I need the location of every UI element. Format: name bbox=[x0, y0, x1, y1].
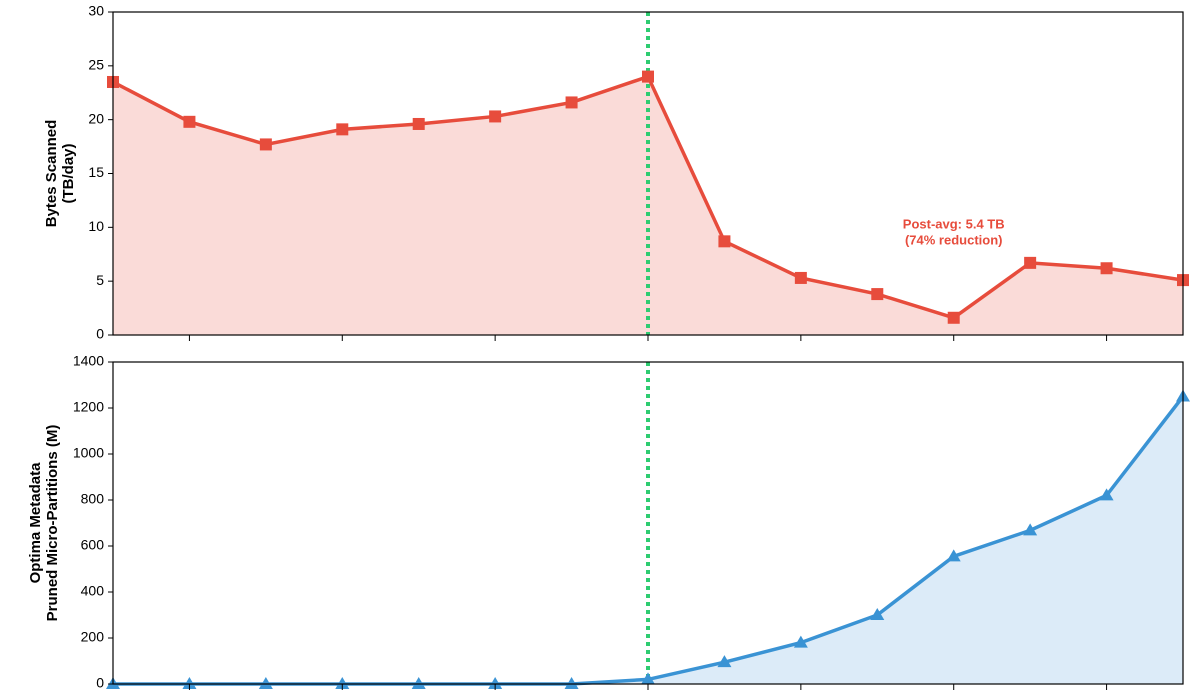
marker bbox=[947, 311, 960, 324]
y-tick-label: 1200 bbox=[73, 399, 104, 415]
y-tick-label: 0 bbox=[96, 326, 104, 342]
y-tick-label: 20 bbox=[88, 110, 104, 126]
y-tick-label: 600 bbox=[81, 537, 105, 553]
marker bbox=[794, 271, 807, 284]
y-axis-label: Optima Metadata bbox=[27, 462, 44, 584]
marker bbox=[1100, 262, 1113, 275]
y-tick-label: 1000 bbox=[73, 445, 104, 461]
y-tick-label: 25 bbox=[88, 57, 104, 73]
marker bbox=[1099, 488, 1114, 501]
y-axis-label: Bytes Scanned bbox=[43, 120, 60, 228]
y-tick-label: 200 bbox=[81, 629, 105, 645]
y-tick-label: 30 bbox=[88, 3, 104, 19]
y-tick-label: 400 bbox=[81, 583, 105, 599]
annotation: Post-avg: 5.4 TB bbox=[903, 216, 1005, 231]
marker bbox=[1023, 523, 1038, 536]
y-tick-label: 15 bbox=[88, 164, 104, 180]
area bbox=[113, 396, 1183, 684]
annotation: (74% reduction) bbox=[905, 232, 1003, 247]
y-tick-label: 5 bbox=[96, 272, 104, 288]
y-tick-label: 0 bbox=[96, 675, 104, 691]
marker bbox=[183, 115, 196, 128]
marker bbox=[717, 655, 732, 668]
y-axis-label: Pruned Micro-Partitions (M) bbox=[44, 425, 61, 622]
y-tick-label: 800 bbox=[81, 491, 105, 507]
marker bbox=[641, 672, 655, 685]
marker bbox=[336, 123, 349, 136]
marker bbox=[259, 138, 272, 151]
marker bbox=[412, 117, 425, 130]
marker bbox=[642, 70, 654, 83]
y-axis-label: (TB/day) bbox=[60, 143, 77, 203]
marker bbox=[871, 288, 884, 301]
marker bbox=[488, 677, 503, 689]
marker bbox=[564, 677, 579, 689]
y-tick-label: 10 bbox=[88, 218, 104, 234]
marker bbox=[489, 110, 502, 123]
marker bbox=[565, 96, 578, 109]
marker bbox=[411, 677, 426, 689]
marker bbox=[182, 677, 197, 689]
marker bbox=[793, 635, 808, 648]
marker bbox=[1024, 256, 1037, 269]
marker bbox=[335, 677, 350, 689]
marker bbox=[258, 677, 273, 689]
marker bbox=[718, 235, 731, 248]
marker bbox=[946, 549, 961, 562]
y-tick-label: 1400 bbox=[73, 353, 104, 369]
marker bbox=[870, 608, 885, 620]
